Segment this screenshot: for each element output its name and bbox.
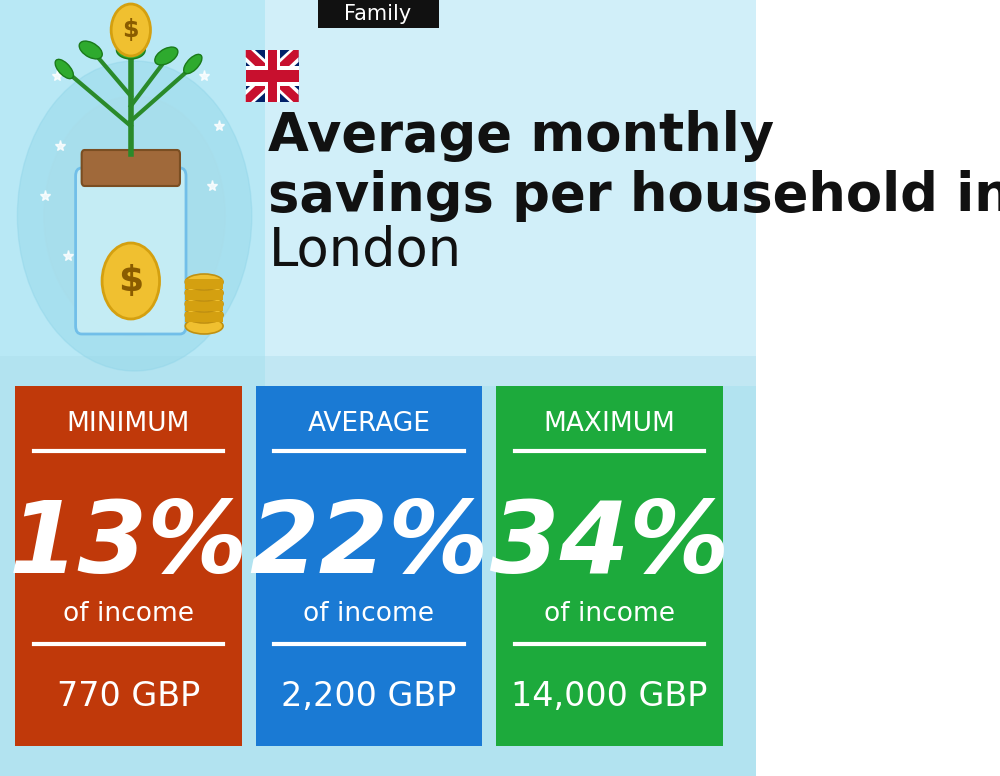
Text: 13%: 13% — [9, 497, 248, 594]
FancyBboxPatch shape — [76, 168, 186, 334]
Text: $: $ — [123, 18, 139, 42]
Ellipse shape — [185, 307, 223, 323]
FancyBboxPatch shape — [268, 50, 277, 102]
FancyBboxPatch shape — [246, 66, 299, 86]
Ellipse shape — [185, 274, 223, 290]
Polygon shape — [246, 50, 299, 102]
FancyBboxPatch shape — [265, 0, 756, 386]
Text: of income: of income — [544, 601, 675, 627]
FancyBboxPatch shape — [185, 301, 223, 311]
Text: 34%: 34% — [490, 497, 729, 594]
Text: Average monthly: Average monthly — [268, 110, 775, 162]
Text: London: London — [268, 225, 462, 277]
Ellipse shape — [185, 296, 223, 312]
Ellipse shape — [55, 60, 73, 78]
Text: 770 GBP: 770 GBP — [57, 680, 200, 712]
Text: AVERAGE: AVERAGE — [308, 411, 430, 437]
Polygon shape — [246, 50, 299, 102]
Text: savings per household in: savings per household in — [268, 170, 1000, 222]
Circle shape — [44, 96, 225, 336]
Polygon shape — [246, 50, 299, 102]
FancyBboxPatch shape — [246, 50, 299, 102]
FancyBboxPatch shape — [318, 0, 439, 28]
Ellipse shape — [185, 318, 223, 334]
Text: MINIMUM: MINIMUM — [67, 411, 190, 437]
Ellipse shape — [184, 54, 202, 74]
Ellipse shape — [116, 41, 145, 59]
Text: MAXIMUM: MAXIMUM — [543, 411, 675, 437]
Text: of income: of income — [63, 601, 194, 627]
FancyBboxPatch shape — [0, 0, 756, 776]
Text: of income: of income — [303, 601, 434, 627]
Ellipse shape — [79, 41, 102, 59]
Polygon shape — [246, 50, 299, 102]
FancyBboxPatch shape — [15, 386, 242, 746]
FancyBboxPatch shape — [185, 279, 223, 289]
Text: Family: Family — [344, 4, 412, 24]
FancyBboxPatch shape — [496, 386, 723, 746]
Circle shape — [102, 243, 160, 319]
Text: 2,200 GBP: 2,200 GBP — [281, 680, 457, 712]
Text: 22%: 22% — [249, 497, 489, 594]
Text: $: $ — [118, 264, 143, 298]
FancyBboxPatch shape — [185, 312, 223, 322]
FancyBboxPatch shape — [0, 356, 756, 776]
Ellipse shape — [155, 47, 178, 65]
Circle shape — [111, 4, 150, 56]
FancyBboxPatch shape — [256, 386, 482, 746]
FancyBboxPatch shape — [265, 50, 280, 102]
FancyBboxPatch shape — [246, 70, 299, 82]
FancyBboxPatch shape — [185, 290, 223, 300]
Circle shape — [17, 61, 252, 371]
Ellipse shape — [185, 285, 223, 301]
FancyBboxPatch shape — [82, 150, 180, 186]
Text: 14,000 GBP: 14,000 GBP — [511, 680, 708, 712]
